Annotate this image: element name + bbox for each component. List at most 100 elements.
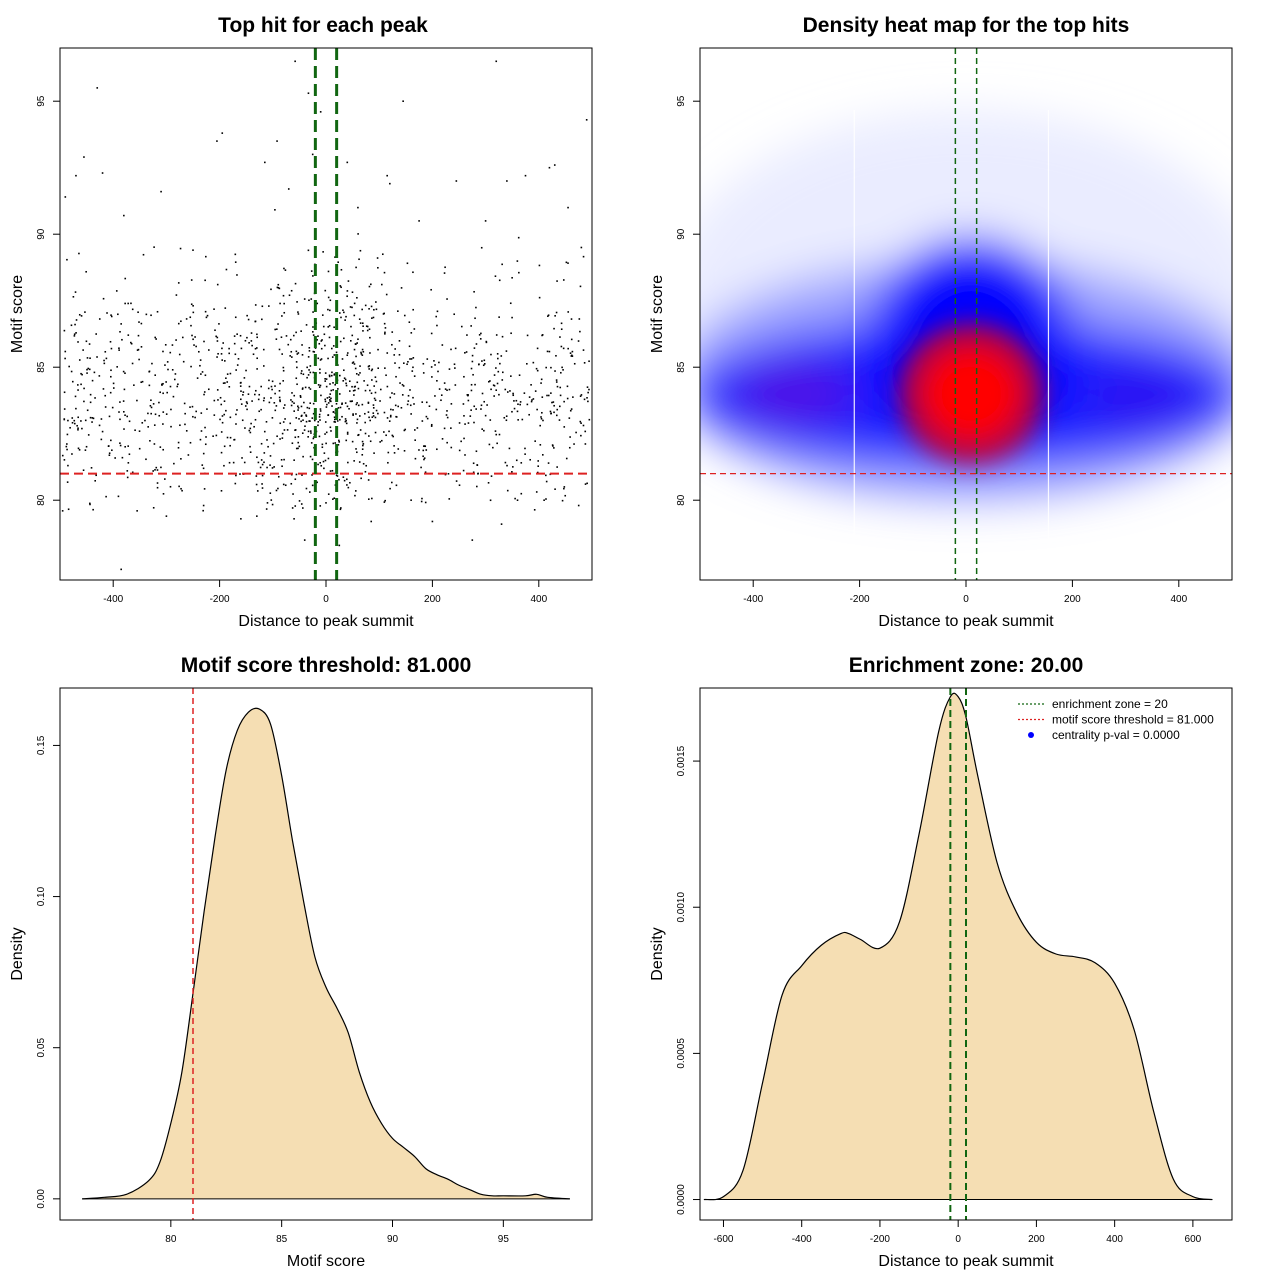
data-point: [200, 412, 203, 414]
data-point: [473, 421, 475, 424]
data-point: [261, 474, 264, 477]
data-point: [165, 413, 168, 415]
data-point: [558, 419, 561, 421]
data-point: [70, 370, 73, 373]
data-point: [306, 366, 308, 369]
data-point: [494, 430, 497, 432]
data-point: [221, 347, 223, 350]
data-point: [287, 343, 290, 346]
data-point: [483, 359, 486, 362]
data-point: [89, 502, 91, 505]
x-tick-label: -600: [713, 1234, 733, 1245]
data-point: [288, 294, 291, 297]
data-point: [326, 403, 328, 406]
data-point: [555, 379, 558, 381]
data-point: [555, 311, 558, 314]
data-point: [566, 385, 569, 388]
data-point: [177, 322, 180, 325]
plot-frame: [699, 687, 1233, 1221]
data-point: [309, 365, 312, 367]
data-point: [535, 491, 538, 493]
data-point: [329, 470, 332, 472]
data-point: [422, 362, 425, 365]
data-point: [206, 314, 209, 317]
data-point: [555, 354, 557, 357]
data-point: [277, 283, 280, 286]
data-point: [108, 454, 111, 457]
data-point: [345, 422, 348, 425]
data-point: [319, 505, 322, 507]
data-point: [87, 367, 90, 370]
data-point: [249, 445, 251, 448]
data-point: [363, 380, 365, 382]
data-point: [235, 369, 237, 371]
data-point: [473, 290, 475, 293]
data-point: [394, 348, 396, 350]
data-point: [403, 314, 406, 317]
data-point: [71, 421, 74, 424]
data-point: [313, 419, 316, 422]
data-point: [180, 487, 182, 490]
data-point: [368, 365, 371, 367]
data-point: [271, 503, 274, 506]
data-point: [301, 474, 303, 476]
data-point: [353, 348, 356, 351]
data-point: [223, 413, 226, 416]
data-point: [370, 520, 373, 523]
data-point: [472, 471, 475, 474]
data-point: [279, 438, 281, 440]
data-point: [385, 374, 387, 377]
data-point: [548, 350, 551, 353]
data-point: [180, 458, 182, 460]
data-point: [175, 339, 177, 341]
data-point: [120, 323, 122, 325]
data-point: [355, 343, 357, 346]
data-point: [472, 462, 475, 465]
data-point: [366, 329, 369, 332]
data-point: [160, 190, 162, 193]
data-point: [374, 399, 377, 402]
data-point: [105, 495, 107, 498]
data-point: [138, 358, 140, 361]
y-tick-label: 95: [676, 95, 687, 107]
data-point: [541, 396, 544, 398]
data-point: [503, 416, 506, 419]
data-point: [294, 60, 296, 63]
data-point: [321, 446, 324, 449]
data-point: [110, 315, 113, 318]
data-point: [430, 425, 433, 427]
data-point: [331, 356, 334, 358]
data-point: [311, 417, 314, 419]
data-point: [281, 432, 284, 435]
data-point: [124, 372, 126, 375]
data-point: [78, 313, 81, 316]
data-point: [550, 412, 552, 415]
data-point: [435, 315, 438, 318]
data-point: [95, 333, 97, 335]
data-point: [159, 391, 162, 394]
data-point: [340, 507, 342, 509]
data-point: [267, 387, 270, 390]
data-point: [169, 351, 172, 354]
data-point: [343, 311, 345, 314]
data-point: [190, 303, 193, 306]
data-point: [380, 439, 383, 442]
data-point: [323, 333, 326, 336]
y-tick-label: 85: [676, 361, 687, 373]
data-point: [323, 452, 326, 454]
data-point: [293, 402, 295, 404]
data-point: [371, 368, 374, 371]
data-point: [575, 431, 577, 434]
data-point: [131, 471, 134, 474]
data-point: [526, 403, 529, 406]
data-point: [464, 454, 466, 456]
data-point: [477, 472, 479, 475]
data-point: [316, 339, 318, 341]
data-point: [495, 334, 498, 336]
data-point: [348, 407, 350, 410]
data-point: [290, 482, 293, 485]
data-point: [336, 420, 339, 422]
data-point: [550, 392, 552, 394]
data-point: [270, 499, 273, 501]
data-point: [434, 364, 436, 366]
